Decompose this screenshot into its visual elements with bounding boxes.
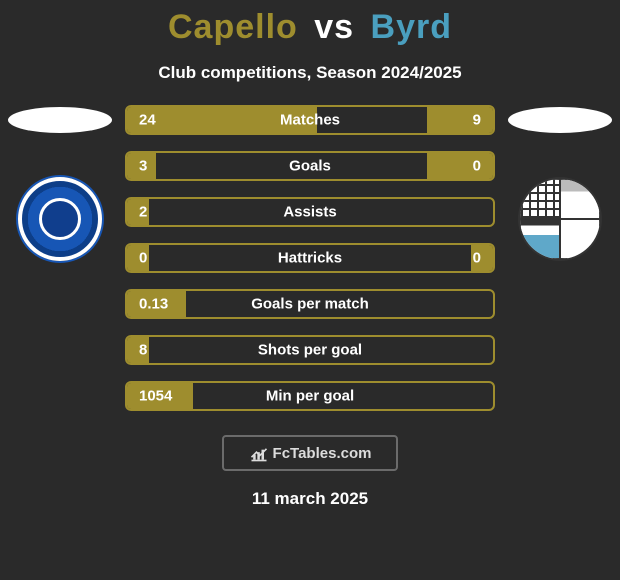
stat-label: Goals: [289, 158, 331, 175]
stat-value-left: 2: [139, 204, 147, 221]
comparison-container: 24 9 Matches 3 0 Goals 2 Assists 0 0 Hattricks 0.13…: [0, 105, 620, 411]
stat-bar: 0.13 Goals per match: [125, 289, 495, 319]
stat-label: Assists: [283, 204, 336, 221]
stat-bars-list: 24 9 Matches 3 0 Goals 2 Assists 0 0 Hattricks 0.13…: [125, 105, 495, 411]
stat-value-left: 8: [139, 342, 147, 359]
comparison-title: Capello vs Byrd: [0, 0, 620, 47]
brand-logo-box: FcTables.com: [222, 435, 398, 471]
stat-value-left: 24: [139, 112, 156, 129]
stat-value-right: 0: [473, 158, 481, 175]
player1-badge-column: [0, 105, 120, 261]
stat-value-right: 9: [473, 112, 481, 129]
stat-bar: 24 9 Matches: [125, 105, 495, 135]
stat-label: Hattricks: [278, 250, 342, 267]
subtitle: Club competitions, Season 2024/2025: [0, 63, 620, 83]
brand-text: FcTables.com: [273, 445, 372, 462]
stat-label: Goals per match: [251, 296, 369, 313]
player1-name: Capello: [168, 8, 298, 46]
stat-label: Matches: [280, 112, 340, 129]
stat-bar-fill-right: [427, 107, 493, 133]
stat-value-left: 1054: [139, 388, 172, 405]
stat-bar: 8 Shots per goal: [125, 335, 495, 365]
stat-bar: 0 0 Hattricks: [125, 243, 495, 273]
stat-value-left: 0.13: [139, 296, 168, 313]
stat-value-right: 0: [473, 250, 481, 267]
chart-icon: [249, 443, 269, 463]
stat-bar: 1054 Min per goal: [125, 381, 495, 411]
player2-club-crest: [518, 177, 602, 261]
player2-badge-column: [500, 105, 620, 261]
player1-ellipse: [8, 107, 112, 133]
stat-value-left: 0: [139, 250, 147, 267]
player2-name: Byrd: [371, 8, 452, 46]
stat-bar: 3 0 Goals: [125, 151, 495, 181]
date-text: 11 march 2025: [0, 489, 620, 509]
stat-bar: 2 Assists: [125, 197, 495, 227]
player2-ellipse: [508, 107, 612, 133]
stat-bar-fill-right: [427, 153, 493, 179]
stat-label: Min per goal: [266, 388, 354, 405]
stat-label: Shots per goal: [258, 342, 362, 359]
player1-club-crest: [18, 177, 102, 261]
vs-text: vs: [314, 8, 354, 46]
stat-value-left: 3: [139, 158, 147, 175]
